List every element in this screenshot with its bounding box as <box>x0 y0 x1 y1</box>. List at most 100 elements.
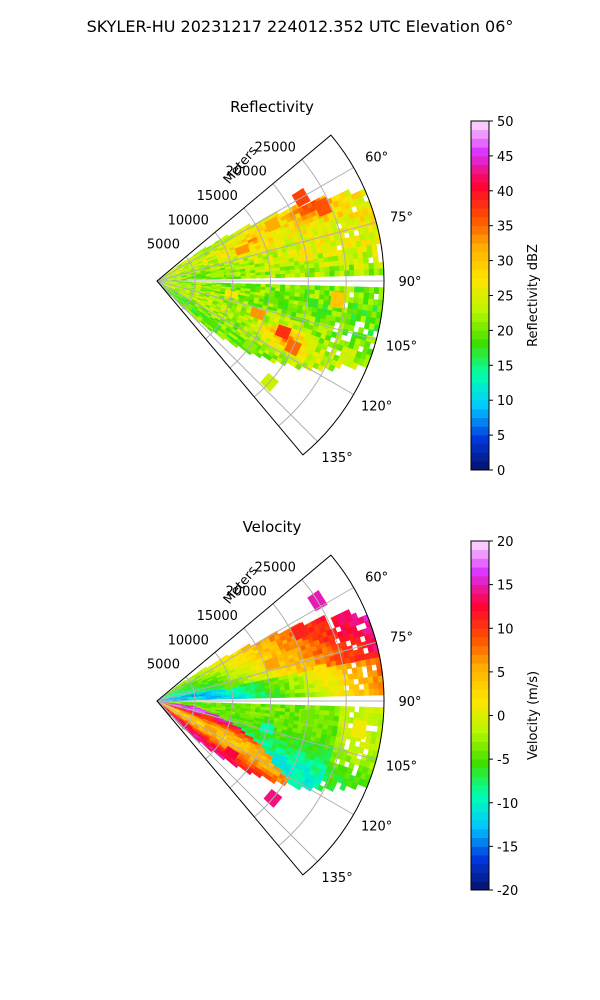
field-cell <box>209 736 215 742</box>
field-cell <box>168 289 174 294</box>
field-cell <box>213 667 219 672</box>
field-cell <box>205 270 212 273</box>
field-cell <box>170 705 177 708</box>
field-cell <box>250 689 256 694</box>
field-cell <box>372 299 379 307</box>
field-cell <box>214 727 221 732</box>
field-cell <box>288 261 295 267</box>
field-cell <box>170 692 176 696</box>
field-cell <box>164 707 169 711</box>
field-cell <box>285 704 291 709</box>
field-cell <box>164 706 170 711</box>
field-cell <box>186 702 192 705</box>
field-cell <box>187 304 193 309</box>
field-cell <box>166 701 173 703</box>
field-cell <box>221 314 228 320</box>
field-cell <box>344 706 350 713</box>
field-cell <box>296 728 303 735</box>
field-cell <box>233 332 240 339</box>
field-cell <box>182 715 188 720</box>
field-cell <box>213 717 220 721</box>
field-cell <box>337 249 344 257</box>
field-cell <box>190 257 196 262</box>
azimuth-tick-label: 75° <box>390 211 413 226</box>
field-cell <box>205 268 211 272</box>
field-cell <box>195 269 201 273</box>
field-cell <box>250 708 256 713</box>
field-cell <box>175 706 181 710</box>
field-cell <box>215 672 222 677</box>
field-cell <box>328 320 336 327</box>
field-cell <box>225 690 232 694</box>
field-cell <box>217 678 224 682</box>
field-cell <box>299 292 306 298</box>
field-cell <box>372 256 379 264</box>
field-cell <box>245 288 251 292</box>
field-cell <box>171 277 177 279</box>
field-cell <box>171 278 178 280</box>
field-cell <box>229 309 236 314</box>
field-cell <box>185 289 191 292</box>
field-cell <box>211 697 217 700</box>
field-cell <box>161 282 167 286</box>
field-cell <box>255 283 262 288</box>
field-cell <box>196 729 202 734</box>
field-cell <box>226 252 233 257</box>
field-cell <box>205 690 212 693</box>
field-cell <box>230 319 237 325</box>
field-cell <box>205 733 211 739</box>
field-cell <box>289 292 296 297</box>
field-cell <box>305 314 312 321</box>
field-cell <box>222 312 229 318</box>
field-cell <box>231 660 238 665</box>
field-cell <box>354 689 360 697</box>
field-cell <box>292 304 299 310</box>
field-cell <box>216 282 222 285</box>
colorbar-segment <box>471 872 489 882</box>
field-cell <box>164 286 170 291</box>
field-cell <box>186 703 192 705</box>
field-cell <box>192 680 198 685</box>
field-cell <box>206 245 212 250</box>
field-cell <box>282 671 289 677</box>
field-cell <box>215 751 222 758</box>
field-cell <box>231 304 238 309</box>
field-cell <box>300 313 307 320</box>
field-cell <box>218 259 224 264</box>
field-cell <box>212 679 219 684</box>
field-cell <box>170 271 176 275</box>
field-cell <box>171 702 178 704</box>
field-cell <box>186 285 192 288</box>
field-cell <box>307 651 315 658</box>
field-cell <box>169 707 176 711</box>
field-cell <box>205 255 212 260</box>
colorbar-tick-label: 20 <box>497 324 514 339</box>
data-cell <box>210 271 225 278</box>
field-cell <box>316 248 323 255</box>
field-cell <box>209 711 216 715</box>
field-cell <box>218 718 224 723</box>
field-cell <box>247 238 254 244</box>
field-cell <box>255 695 262 699</box>
field-cell <box>323 681 330 688</box>
field-cell <box>219 711 226 715</box>
field-cell <box>235 705 242 709</box>
field-cell <box>170 287 176 290</box>
field-cell <box>245 309 252 314</box>
field-cell <box>175 287 181 291</box>
field-cell <box>324 691 331 697</box>
field-cell <box>222 234 229 240</box>
field-cell <box>343 323 350 331</box>
field-cell <box>250 743 257 749</box>
field-cell <box>317 303 324 310</box>
field-cell <box>179 268 185 272</box>
colorbar-segment <box>471 541 489 551</box>
field-cell <box>314 267 321 273</box>
field-cell <box>358 706 365 714</box>
field-cell <box>244 643 252 649</box>
colorbar-segment <box>471 741 489 751</box>
field-cell <box>333 260 340 267</box>
field-cell <box>176 702 183 704</box>
field-cell <box>168 268 174 273</box>
colorbar-segment <box>471 278 489 288</box>
